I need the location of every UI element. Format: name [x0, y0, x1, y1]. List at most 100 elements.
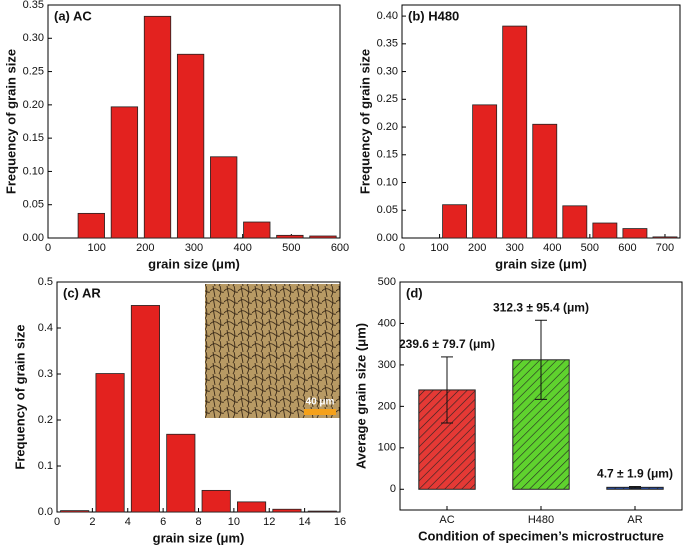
y-tick-label: 0.5: [38, 276, 53, 288]
x-tick-label: 300: [185, 242, 203, 254]
y-axis-label: Frequency of grain size: [12, 324, 27, 469]
x-tick-label: 100: [87, 242, 105, 254]
x-tick-label: H480: [528, 514, 554, 526]
y-tick-label: 0.2: [38, 414, 53, 426]
x-tick-label: 2: [89, 516, 95, 528]
bar: [562, 205, 588, 239]
x-tick-label: 400: [543, 242, 561, 254]
panel-title: (a) AC: [54, 8, 92, 23]
value-label: 239.6 ± 79.7 (μm): [399, 337, 495, 351]
y-tick-label: 0.15: [377, 149, 398, 161]
y-tick-label: 0: [390, 483, 396, 495]
y-tick-label: 0.10: [377, 176, 398, 188]
y-tick-label: 300: [378, 359, 396, 371]
x-tick-label: 100: [430, 242, 448, 254]
y-tick-label: 200: [378, 400, 396, 412]
panel-title: (b) H480: [408, 8, 459, 23]
y-axis-label: Average grain size (μm): [353, 323, 368, 469]
bar: [502, 25, 528, 239]
panel-title: (d): [406, 285, 423, 300]
x-tick-label: 300: [506, 242, 524, 254]
x-tick-label: 600: [618, 242, 636, 254]
y-tick-label: 0.4: [38, 322, 53, 334]
y-tick-label: 0.15: [23, 132, 44, 144]
panel-title: (c) AR: [63, 285, 101, 300]
y-tick-label: 0.3: [38, 368, 53, 380]
value-label: 4.7 ± 1.9 (μm): [597, 467, 673, 481]
x-tick-label: 0: [399, 242, 405, 254]
bar: [472, 104, 498, 239]
bar: [130, 305, 160, 513]
x-tick-label: 400: [233, 242, 251, 254]
bar: [143, 15, 172, 239]
y-tick-label: 0.20: [377, 121, 398, 133]
x-tick-label: 200: [468, 242, 486, 254]
x-tick-label: 500: [282, 242, 300, 254]
x-tick-label: 600: [331, 242, 349, 254]
x-axis-label: grain size (μm): [148, 256, 240, 271]
bar: [243, 221, 271, 239]
y-tick-label: 0.35: [377, 38, 398, 50]
bar: [592, 222, 618, 239]
y-tick-label: 0.25: [377, 93, 398, 105]
bar: [77, 212, 105, 239]
bar: [201, 489, 231, 513]
x-tick-label: AC: [439, 514, 454, 526]
y-axis-label: Frequency of grain size: [3, 49, 18, 194]
micrograph: [205, 284, 340, 418]
bar: [237, 501, 267, 513]
y-tick-label: 0.05: [377, 204, 398, 216]
x-axis-label: Condition of specimen’s microstructure: [418, 528, 664, 543]
bar: [95, 373, 125, 513]
y-tick-label: 0.1: [38, 460, 53, 472]
bar: [309, 235, 337, 239]
x-tick-label: 0: [45, 242, 51, 254]
y-tick-label: 0.30: [377, 65, 398, 77]
bar: [210, 156, 238, 239]
bar: [442, 204, 468, 239]
bar: [110, 106, 139, 239]
x-tick-label: 4: [125, 516, 131, 528]
bar: [307, 510, 337, 513]
y-tick-label: 0.20: [23, 99, 44, 111]
bar: [272, 508, 302, 513]
x-tick-label: 12: [263, 516, 275, 528]
bar: [276, 234, 304, 239]
value-label: 312.3 ± 95.4 (μm): [493, 300, 589, 314]
x-axis-label: grain size (μm): [153, 530, 245, 545]
y-tick-label: 0.10: [23, 165, 44, 177]
y-tick-label: 0.40: [377, 10, 398, 22]
x-tick-label: 200: [136, 242, 154, 254]
y-tick-label: 0.0: [38, 506, 53, 518]
scale-bar: [304, 409, 336, 415]
y-axis-label: Frequency of grain size: [357, 49, 372, 194]
x-tick-label: 16: [334, 516, 346, 528]
x-tick-label: AR: [627, 514, 642, 526]
x-tick-label: 0: [54, 516, 60, 528]
inset-micrograph: [205, 284, 340, 418]
y-tick-label: 500: [378, 276, 396, 288]
y-tick-label: 0.00: [377, 232, 398, 244]
bar: [176, 53, 205, 239]
x-axis-label: grain size (μm): [495, 256, 587, 271]
x-tick-label: 10: [228, 516, 240, 528]
x-tick-label: 14: [299, 516, 311, 528]
y-tick-label: 400: [378, 317, 396, 329]
x-tick-label: 6: [160, 516, 166, 528]
y-tick-label: 0.35: [23, 0, 44, 11]
y-tick-label: 0.25: [23, 65, 44, 77]
y-tick-label: 0.05: [23, 199, 44, 211]
x-tick-label: 8: [195, 516, 201, 528]
bar: [60, 510, 90, 513]
y-tick-label: 0.00: [23, 232, 44, 244]
bar: [166, 433, 196, 513]
inset-label: 40 μm: [306, 397, 335, 408]
x-tick-label: 700: [656, 242, 674, 254]
y-tick-label: 0.30: [23, 32, 44, 44]
y-tick-label: 100: [378, 442, 396, 454]
bar: [532, 123, 558, 239]
bar: [622, 228, 648, 239]
bar: [652, 236, 678, 239]
x-tick-label: 500: [581, 242, 599, 254]
